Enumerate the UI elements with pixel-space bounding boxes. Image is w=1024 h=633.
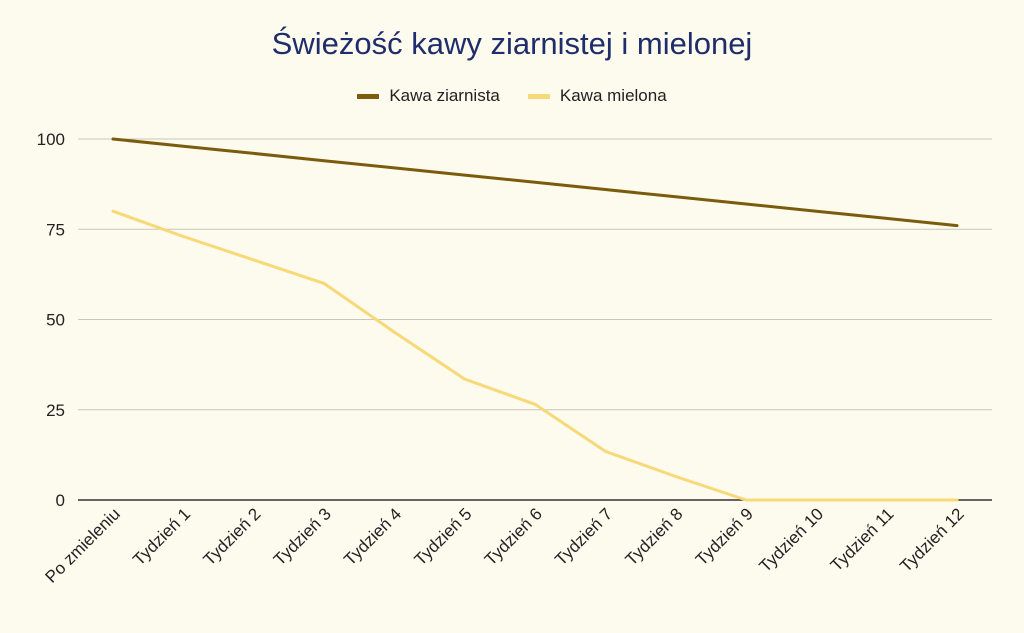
legend-swatch-series-1 xyxy=(357,93,380,99)
x-tick-label: Tydzień 7 xyxy=(551,504,616,569)
legend-label-series-1: Kawa ziarnista xyxy=(389,86,500,105)
y-tick-label: 0 xyxy=(56,491,65,510)
x-tick-label: Tydzień 11 xyxy=(827,504,898,575)
series-line-1 xyxy=(111,137,959,228)
x-tick-label: Tydzień 1 xyxy=(129,504,194,569)
x-tick-label: Tydzień 2 xyxy=(200,504,265,569)
x-tick-label: Tydzień 12 xyxy=(896,504,968,576)
legend-swatch-series-2 xyxy=(527,93,550,99)
x-tick-label: Tydzień 4 xyxy=(340,504,405,569)
y-tick-label: 100 xyxy=(37,130,65,149)
x-tick-label: Tydzień 10 xyxy=(756,504,828,576)
x-tick-label: Po zmieleniu xyxy=(42,504,124,586)
legend-item-series-2: Kawa mielona xyxy=(527,86,667,106)
y-tick-label: 75 xyxy=(46,220,65,239)
y-tick-label: 50 xyxy=(46,311,65,330)
x-tick-label: Tydzień 3 xyxy=(270,504,335,569)
chart-title: Świeżość kawy ziarnistej i mielonej xyxy=(271,26,753,61)
x-tick-label: Tydzień 9 xyxy=(692,504,757,569)
x-tick-label: Tydzień 6 xyxy=(481,504,546,569)
legend-item-series-1: Kawa ziarnista xyxy=(357,86,500,106)
legend: Kawa ziarnista Kawa mielona xyxy=(0,86,1024,106)
y-tick-label: 25 xyxy=(46,401,65,420)
series-line-2 xyxy=(111,209,959,502)
legend-label-series-2: Kawa mielona xyxy=(559,86,667,105)
x-tick-label: Tydzień 8 xyxy=(622,504,687,569)
x-tick-label: Tydzień 5 xyxy=(411,504,476,569)
